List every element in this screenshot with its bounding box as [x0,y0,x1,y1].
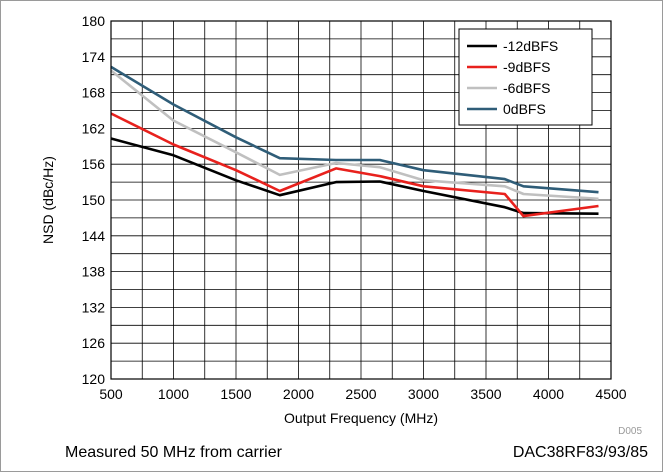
caption-measurement-note: Measured 50 MHz from carrier [65,444,282,461]
legend-label: 0dBFS [503,101,546,117]
y-tick-label: 126 [82,335,106,351]
legend-label: -9dBFS [503,59,550,75]
y-tick-label: 150 [82,192,106,208]
y-tick-label: 132 [82,299,106,315]
y-tick-label: 120 [82,371,106,387]
x-tick-label: 4500 [595,386,626,402]
y-tick-label: 138 [82,264,106,280]
y-tick-labels: 120 126 132 138 144 150 156 162 168 174 180 [82,13,106,387]
plot-border [110,20,612,380]
series-line-0dbfs [110,65,599,194]
y-tick-label: 162 [82,120,106,136]
x-tick-label: 3500 [470,386,501,402]
nsd-chart: 500 1000 1500 2000 2500 3000 3500 4000 4500 1201… [40,13,642,437]
legend-label: -6dBFS [503,80,550,96]
series-lines [110,65,599,218]
y-axis-title: NSD (dBc/Hz) [40,156,56,244]
y-tick-label: 144 [82,228,106,244]
caption-part-number: DAC38RF83/93/85 [512,444,648,461]
x-tick-label: 3000 [408,386,439,402]
series-line-12dbfs [110,137,599,215]
series-line-6dbfs [110,69,599,201]
legend-label: -12dBFS [503,38,558,54]
x-tick-label: 2000 [283,386,314,402]
x-tick-label: 500 [99,386,123,402]
x-tick-label: 1000 [158,386,189,402]
figure-id: D005 [618,426,642,437]
x-tick-label: 4000 [533,386,564,402]
x-axis-title: Output Frequency (MHz) [284,410,438,426]
x-tick-label: 2500 [345,386,376,402]
legend: -12dBFS -9dBFS -6dBFS 0dBFS [458,28,593,126]
x-tick-labels: 500 1000 1500 2000 2500 3000 3500 4000 4500 [99,386,626,402]
x-tick-label: 1500 [220,386,251,402]
y-tick-label: 156 [82,156,106,172]
y-tick-label: 174 [82,49,106,65]
y-tick-label: 168 [82,85,106,101]
y-tick-label: 180 [82,13,106,29]
series-line-9dbfs [110,112,599,218]
